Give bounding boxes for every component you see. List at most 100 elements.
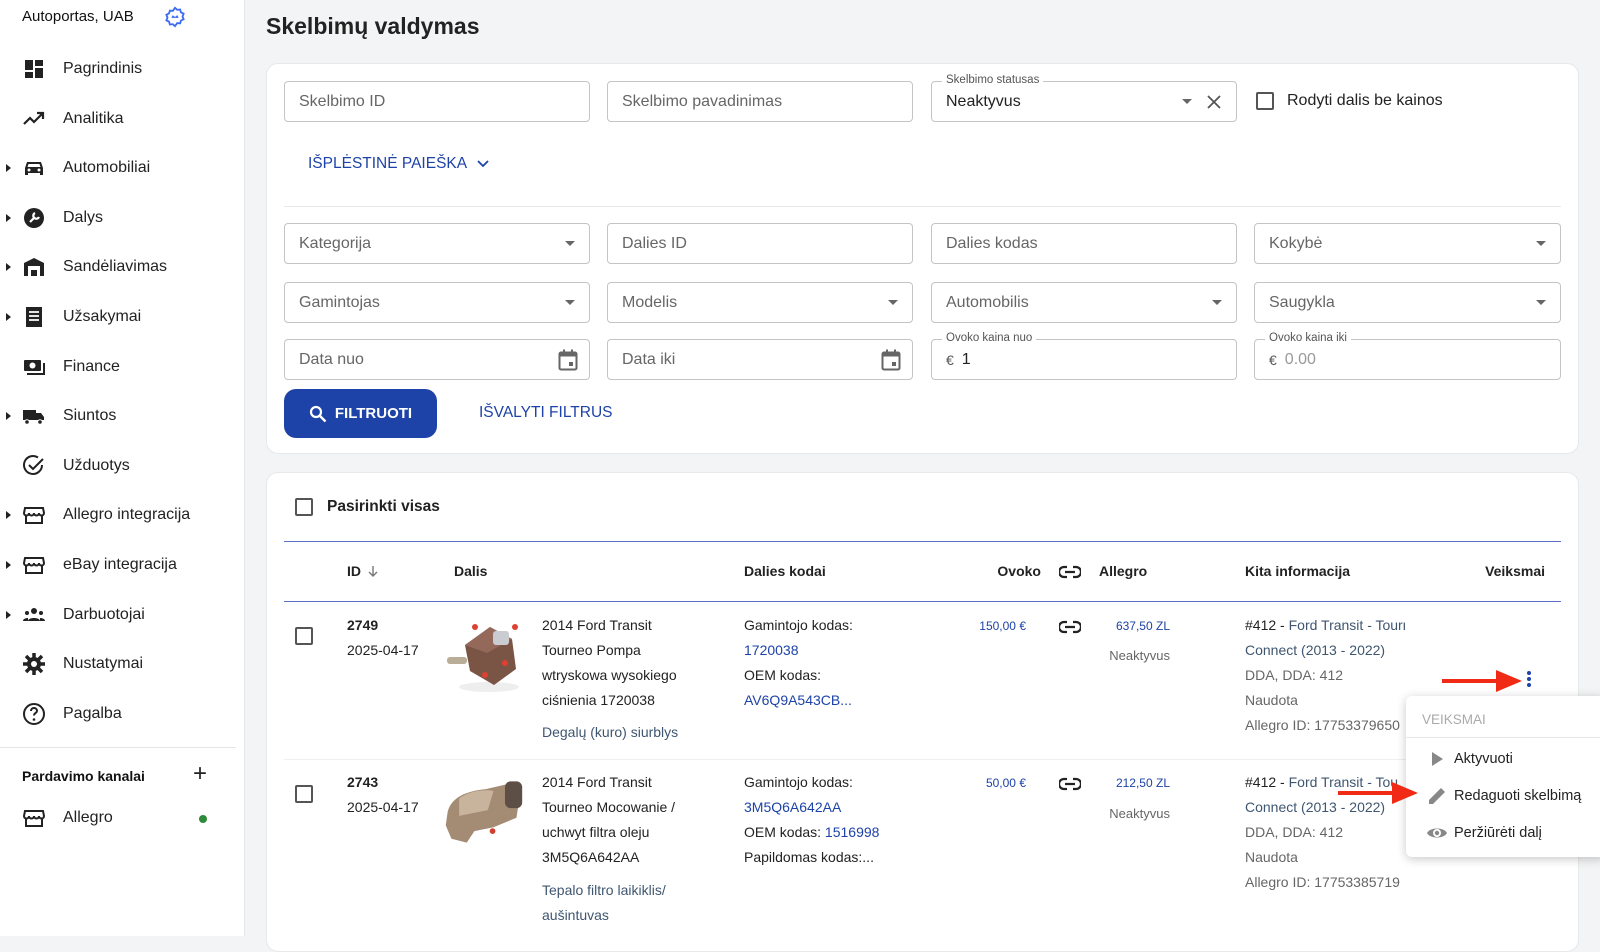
sidebar-item-label: Sandėliavimas xyxy=(63,258,168,276)
date-to-input[interactable]: Data iki xyxy=(607,339,913,380)
category-line: Tepalo filtro laikiklis/ xyxy=(542,882,666,898)
oem-code-link[interactable]: 1516998 xyxy=(824,824,880,840)
part-thumbnail[interactable] xyxy=(445,615,531,695)
row-id[interactable]: 2749 xyxy=(347,617,379,633)
annotation-arrow-icon xyxy=(1442,670,1522,692)
engine-info: DDA, DDA: 412 xyxy=(1245,824,1344,840)
title-line: ciśnienia 1720038 xyxy=(542,692,655,708)
calendar-icon[interactable] xyxy=(881,349,901,371)
placeholder: Modelis xyxy=(622,293,678,311)
sidebar-item-dalys[interactable]: Dalys xyxy=(0,198,240,238)
oem-code-label: OEM kodas: xyxy=(744,667,822,683)
price-from-input[interactable]: Ovoko kaina nuo € 1 xyxy=(931,332,1237,380)
storage-select[interactable]: Saugykla xyxy=(1254,282,1561,323)
column-header-id[interactable]: ID xyxy=(347,563,379,579)
menu-item-view-part[interactable]: Peržiūrėti dalį xyxy=(1406,816,1600,850)
part-code-input[interactable]: Dalies kodas xyxy=(931,223,1237,264)
expand-caret-icon[interactable] xyxy=(6,164,11,173)
expand-caret-icon[interactable] xyxy=(6,263,11,272)
menu-item-activate[interactable]: Aktyvuoti xyxy=(1406,742,1600,776)
store-icon xyxy=(22,810,46,827)
expand-caret-icon[interactable] xyxy=(6,511,11,520)
sidebar-item-automobiliai[interactable]: Automobiliai xyxy=(0,148,240,188)
sidebar-item-finance[interactable]: Finance xyxy=(0,347,240,387)
car-link[interactable]: Ford Transit - Tourneo xyxy=(1288,617,1405,633)
currency-prefix: € xyxy=(1269,351,1277,368)
model-select[interactable]: Modelis xyxy=(607,282,913,323)
verified-badge-icon[interactable] xyxy=(164,6,186,28)
channel-allegro[interactable]: Allegro xyxy=(0,798,240,838)
title-line: 2014 Ford Transit xyxy=(542,774,652,790)
filter-button[interactable]: FILTRUOTI xyxy=(284,389,437,438)
sidebar-item-u-duotys[interactable]: Užduotys xyxy=(0,446,240,486)
add-channel-button[interactable]: + xyxy=(193,760,208,787)
wrench-icon xyxy=(24,207,44,228)
car-select[interactable]: Automobilis xyxy=(931,282,1237,323)
placeholder: Automobilis xyxy=(946,293,1029,311)
calendar-icon[interactable] xyxy=(558,349,578,371)
sidebar-item-label: Allegro integracija xyxy=(63,506,191,524)
sidebar-item-darbuotojai[interactable]: Darbuotojai xyxy=(0,595,240,635)
sidebar-item-pagrindinis[interactable]: Pagrindinis xyxy=(0,49,240,89)
link-icon[interactable] xyxy=(1059,620,1081,634)
sidebar-item-sand-liavimas[interactable]: Sandėliavimas xyxy=(0,247,240,287)
sidebar-item-allegro-integracija[interactable]: Allegro integracija xyxy=(0,495,240,535)
expand-caret-icon[interactable] xyxy=(6,213,11,222)
expand-caret-icon[interactable] xyxy=(6,412,11,421)
clear-icon[interactable] xyxy=(1206,94,1222,110)
manufacturer-select[interactable]: Gamintojas xyxy=(284,282,590,323)
part-title[interactable]: 2014 Ford Transit Tourneo Pompa wtryskow… xyxy=(542,613,677,713)
mfr-code-link[interactable]: 3M5Q6A642AA xyxy=(744,799,842,815)
sidebar-item-siuntos[interactable]: Siuntos xyxy=(0,396,240,436)
expand-caret-icon[interactable] xyxy=(6,610,11,619)
allegro-price[interactable]: 637,50 ZL xyxy=(1115,619,1170,633)
sidebar-item-u-sakymai[interactable]: Užsakymai xyxy=(0,297,240,337)
mfr-code-link[interactable]: 1720038 xyxy=(744,642,799,658)
allegro-id: Allegro ID: 17753385719 xyxy=(1245,874,1400,890)
car-link[interactable]: Ford Transit - Tou xyxy=(1288,774,1399,790)
show-no-price-checkbox[interactable] xyxy=(1256,92,1274,110)
more-vert-icon[interactable] xyxy=(1524,670,1534,688)
quality-select[interactable]: Kokybė xyxy=(1254,223,1561,264)
sidebar-item-ebay-integracija[interactable]: eBay integracija xyxy=(0,545,240,585)
store-icon xyxy=(22,507,46,525)
expand-caret-icon[interactable] xyxy=(6,561,11,569)
dropdown-arrow-icon xyxy=(565,300,575,305)
ovoko-price[interactable]: 150,00 € xyxy=(979,619,1026,633)
listing-status-select[interactable]: Skelbimo statusas Neaktyvus xyxy=(931,74,1237,122)
row-checkbox[interactable] xyxy=(295,785,313,803)
select-all-checkbox[interactable] xyxy=(295,498,313,516)
allegro-id: Allegro ID: 17753379650 xyxy=(1245,717,1400,733)
sidebar-item-nustatymai[interactable]: Nustatymai xyxy=(0,644,240,684)
sidebar-divider xyxy=(0,747,236,748)
allegro-price[interactable]: 212,50 ZL xyxy=(1115,776,1170,790)
category-select[interactable]: Kategorija xyxy=(284,223,590,264)
price-to-input[interactable]: Ovoko kaina iki € 0.00 xyxy=(1254,332,1561,380)
part-category: Tepalo filtro laikiklis/ aušintuvas xyxy=(542,878,666,928)
header-label: ID xyxy=(347,563,361,579)
link-icon[interactable] xyxy=(1059,777,1081,791)
sidebar-item-analitika[interactable]: Analitika xyxy=(0,99,240,139)
date-from-input[interactable]: Data nuo xyxy=(284,339,590,380)
annotation-arrow-icon xyxy=(1338,782,1418,804)
dropdown-arrow-icon[interactable] xyxy=(1182,99,1192,104)
sidebar-item-pagalba[interactable]: Pagalba xyxy=(0,694,240,734)
oem-code-link[interactable]: AV6Q9A543CB... xyxy=(744,692,852,708)
row-id[interactable]: 2743 xyxy=(347,774,379,790)
advanced-search-toggle[interactable]: IŠPLĖSTINĖ PAIEŠKA xyxy=(308,155,489,173)
task-check-icon xyxy=(23,454,44,475)
page-title: Skelbimų valdymas xyxy=(266,13,480,39)
part-title[interactable]: 2014 Ford Transit Tourneo Mocowanie / uc… xyxy=(542,770,675,870)
menu-item-edit-listing[interactable]: Redaguoti skelbimą xyxy=(1406,779,1600,813)
expand-caret-icon[interactable] xyxy=(6,313,11,321)
listing-name-input[interactable]: Skelbimo pavadinimas xyxy=(607,81,913,122)
part-thumbnail[interactable] xyxy=(440,772,526,852)
part-id-input[interactable]: Dalies ID xyxy=(607,223,913,264)
ovoko-price[interactable]: 50,00 € xyxy=(985,776,1026,790)
eye-icon xyxy=(1427,828,1447,838)
car-link[interactable]: Connect (2013 - 2022) xyxy=(1245,642,1386,658)
row-checkbox[interactable] xyxy=(295,627,313,645)
listing-id-input[interactable]: Skelbimo ID xyxy=(284,81,590,122)
car-link[interactable]: Connect (2013 - 2022) xyxy=(1245,799,1386,815)
clear-filters-button[interactable]: IŠVALYTI FILTRUS xyxy=(479,404,613,421)
